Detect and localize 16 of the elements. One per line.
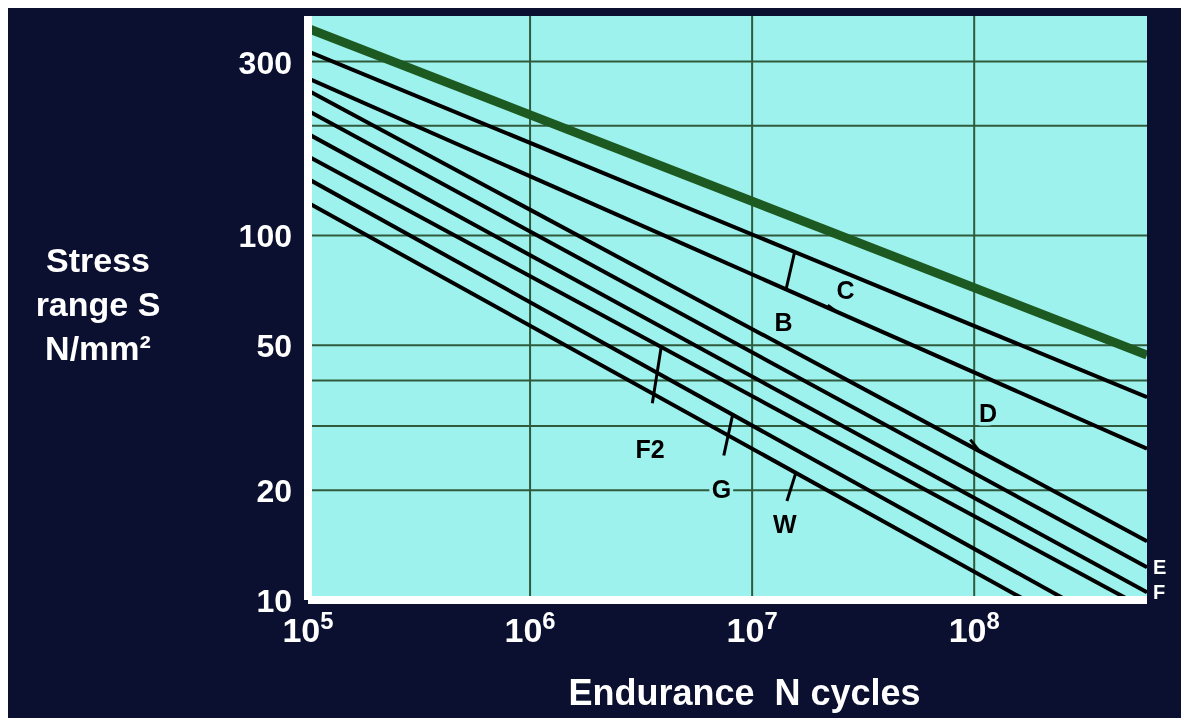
y-tick-label: 300 bbox=[238, 44, 292, 81]
x-tick-label: 10$^{7}$ bbox=[726, 606, 778, 649]
x-tick-label: 10$^{8}$ bbox=[948, 606, 1000, 649]
x-tick-label: 10$^{6}$ bbox=[504, 606, 556, 649]
y-tick-label: 20 bbox=[256, 473, 292, 510]
series-label: E bbox=[1153, 556, 1167, 579]
x-axis-title: Endurance N cycles bbox=[567, 672, 922, 714]
series-label: D bbox=[979, 398, 998, 427]
series-label: F bbox=[1153, 581, 1166, 604]
legend-label: F2 bbox=[635, 435, 665, 464]
legend-label: B bbox=[774, 308, 793, 337]
y-tick-label: 50 bbox=[256, 328, 292, 365]
y-tick-label: 100 bbox=[238, 218, 292, 255]
y-axis-title: Stress range S N/mm² bbox=[34, 240, 162, 369]
series-label: W bbox=[772, 509, 797, 538]
series-label: C bbox=[836, 276, 855, 305]
